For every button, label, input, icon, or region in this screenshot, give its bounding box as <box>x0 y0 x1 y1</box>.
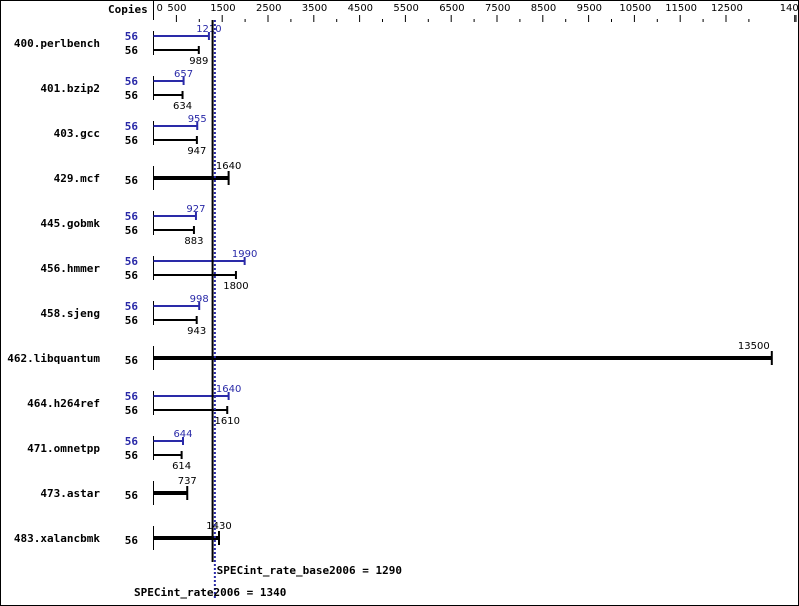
base-copies: 56 <box>125 534 139 547</box>
base-copies: 56 <box>125 449 139 462</box>
benchmark-name: 464.h264ref <box>27 397 100 410</box>
tick-label: 6500 <box>439 3 464 14</box>
benchmark-name: 458.sjeng <box>40 307 100 320</box>
benchmark-row: 483.xalancbmk 56 1430 <box>14 521 232 550</box>
tick-label: 12500 <box>711 3 743 14</box>
benchmark-name: 483.xalancbmk <box>14 532 100 545</box>
base-value-label: 947 <box>187 146 206 157</box>
tick-label: 10500 <box>619 3 651 14</box>
peak-copies: 56 <box>125 255 139 268</box>
base-copies: 56 <box>125 89 139 102</box>
peak-value-label: 1640 <box>216 384 241 395</box>
tick-label: 500 <box>167 3 186 14</box>
tick-label: 2500 <box>256 3 281 14</box>
tick-label: 8500 <box>531 3 556 14</box>
peak-value-label: 998 <box>190 294 209 305</box>
benchmark-name: 462.libquantum <box>7 352 100 365</box>
peak-copies: 56 <box>125 300 139 313</box>
base-copies: 56 <box>125 354 139 367</box>
benchmark-rows: 400.perlbench56561210989401.bzip25656657… <box>7 24 773 550</box>
base-copies: 56 <box>125 224 139 237</box>
base-value-label: 1640 <box>216 161 241 172</box>
benchmark-name: 445.gobmk <box>40 217 100 230</box>
benchmark-name: 401.bzip2 <box>40 82 100 95</box>
base-copies: 56 <box>125 489 139 502</box>
base-copies: 56 <box>125 269 139 282</box>
tick-label: 14000 <box>780 3 799 14</box>
tick-label: 9500 <box>577 3 602 14</box>
peak-copies: 56 <box>125 435 139 448</box>
base-copies: 56 <box>125 314 139 327</box>
peak-value-label: 955 <box>188 114 207 125</box>
tick-label: 5500 <box>393 3 418 14</box>
peak-value-label: 1210 <box>196 24 221 35</box>
base-copies: 56 <box>125 44 139 57</box>
peak-reference-label: SPECint_rate2006 = 1340 <box>134 586 286 599</box>
tick-label: 3500 <box>302 3 327 14</box>
base-copies: 56 <box>125 174 139 187</box>
base-reference-label: SPECint_rate_base2006 = 1290 <box>217 564 402 577</box>
base-value-label: 883 <box>184 236 203 247</box>
peak-value-label: 927 <box>186 204 205 215</box>
peak-copies: 56 <box>125 30 139 43</box>
peak-copies: 56 <box>125 210 139 223</box>
base-value-label: 1800 <box>223 281 248 292</box>
benchmark-name: 400.perlbench <box>14 37 100 50</box>
base-value-label: 1430 <box>206 521 231 532</box>
tick-label: 0 <box>157 3 163 14</box>
base-value-label: 989 <box>189 56 208 67</box>
base-copies: 56 <box>125 404 139 417</box>
base-copies: 56 <box>125 134 139 147</box>
peak-value-label: 657 <box>174 69 193 80</box>
peak-copies: 56 <box>125 390 139 403</box>
base-value-label: 943 <box>187 326 206 337</box>
base-value-label: 634 <box>173 101 192 112</box>
benchmark-name: 473.astar <box>40 487 100 500</box>
x-axis: 0 500 1500 2500 3500 4500 5500 6500 7500 8500 9500… <box>153 0 799 22</box>
benchmark-name: 471.omnetpp <box>27 442 100 455</box>
benchmark-row: 462.libquantum 56 13500 <box>7 341 773 370</box>
base-value-label: 1610 <box>215 416 240 427</box>
tick-label: 1500 <box>210 3 235 14</box>
benchmark-name: 429.mcf <box>54 172 100 185</box>
base-value-label: 614 <box>172 461 191 472</box>
copies-header: Copies <box>108 3 148 16</box>
peak-copies: 56 <box>125 120 139 133</box>
benchmark-name: 403.gcc <box>54 127 100 140</box>
peak-copies: 56 <box>125 75 139 88</box>
reference-lines: SPECint_rate_base2006 = 1290 SPECint_rate… <box>134 20 402 599</box>
base-value-label: 13500 <box>738 341 770 352</box>
benchmark-name: 456.hmmer <box>40 262 100 275</box>
base-value-label: 737 <box>178 476 197 487</box>
tick-label: 4500 <box>348 3 373 14</box>
benchmark-row: 473.astar 56 737 <box>40 476 197 505</box>
peak-value-label: 644 <box>173 429 192 440</box>
tick-label: 7500 <box>485 3 510 14</box>
benchmark-row: 429.mcf 56 1640 <box>54 161 241 190</box>
tick-label: 11500 <box>665 3 697 14</box>
peak-value-label: 1990 <box>232 249 257 260</box>
